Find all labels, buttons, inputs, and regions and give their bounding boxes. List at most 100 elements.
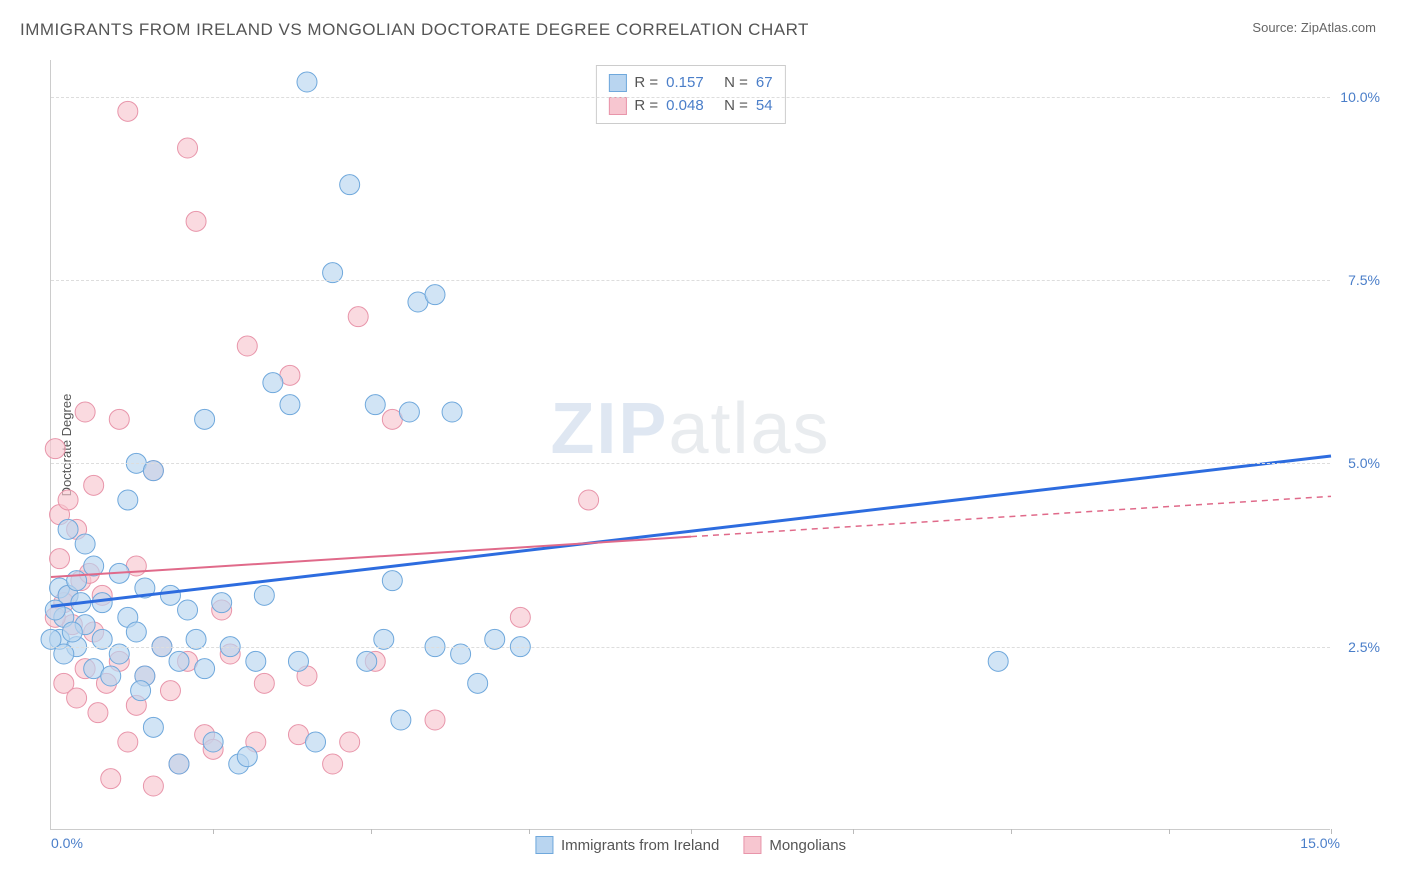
scatter-point — [280, 395, 300, 415]
grid-line — [51, 280, 1330, 281]
scatter-point — [382, 571, 402, 591]
scatter-point — [62, 622, 82, 642]
scatter-point — [178, 138, 198, 158]
r-label: R = — [634, 72, 658, 95]
scatter-point — [178, 600, 198, 620]
scatter-point — [143, 776, 163, 796]
legend-swatch — [535, 836, 553, 854]
scatter-point — [365, 395, 385, 415]
series-legend: Immigrants from Ireland Mongolians — [535, 836, 846, 854]
scatter-point — [579, 490, 599, 510]
scatter-point — [88, 703, 108, 723]
scatter-point — [399, 402, 419, 422]
scatter-point — [75, 402, 95, 422]
x-tick-mark — [1331, 829, 1332, 834]
scatter-point — [340, 175, 360, 195]
scatter-point — [75, 534, 95, 554]
scatter-point — [118, 490, 138, 510]
scatter-point — [101, 666, 121, 686]
y-tick-label: 5.0% — [1348, 455, 1380, 471]
series-label: Mongolians — [769, 837, 846, 854]
scatter-point — [84, 475, 104, 495]
scatter-point — [254, 585, 274, 605]
scatter-point — [58, 490, 78, 510]
source-attribution: Source: ZipAtlas.com — [1252, 20, 1376, 35]
grid-line — [51, 647, 1330, 648]
x-tick-mark — [1011, 829, 1012, 834]
scatter-plot-svg — [51, 60, 1330, 829]
scatter-point — [348, 307, 368, 327]
x-tick-label-min: 0.0% — [51, 835, 83, 851]
scatter-point — [131, 681, 151, 701]
scatter-point — [118, 101, 138, 121]
legend-swatch — [608, 74, 626, 92]
scatter-point — [186, 211, 206, 231]
scatter-point — [109, 409, 129, 429]
scatter-point — [425, 285, 445, 305]
stats-legend-row: R =0.157N =67 — [608, 72, 772, 95]
scatter-point — [468, 673, 488, 693]
n-value: 67 — [756, 72, 773, 95]
y-tick-label: 7.5% — [1348, 272, 1380, 288]
y-tick-label: 2.5% — [1348, 639, 1380, 655]
scatter-point — [288, 651, 308, 671]
trend-line — [51, 456, 1331, 606]
x-tick-mark — [529, 829, 530, 834]
grid-line — [51, 463, 1330, 464]
source-label: Source: — [1252, 20, 1297, 35]
scatter-point — [203, 732, 223, 752]
scatter-point — [45, 439, 65, 459]
scatter-point — [50, 549, 70, 569]
x-tick-mark — [371, 829, 372, 834]
stats-legend-box: R =0.157N =67R =0.048N =54 — [595, 65, 785, 124]
x-tick-mark — [853, 829, 854, 834]
scatter-point — [143, 717, 163, 737]
scatter-point — [101, 769, 121, 789]
scatter-point — [195, 659, 215, 679]
series-legend-item: Mongolians — [743, 836, 846, 854]
scatter-point — [58, 519, 78, 539]
x-tick-label-max: 15.0% — [1300, 835, 1340, 851]
scatter-point — [212, 593, 232, 613]
n-value: 54 — [756, 95, 773, 118]
scatter-point — [169, 754, 189, 774]
scatter-point — [425, 710, 445, 730]
scatter-point — [126, 622, 146, 642]
scatter-point — [67, 688, 87, 708]
x-tick-mark — [1169, 829, 1170, 834]
scatter-point — [160, 681, 180, 701]
scatter-point — [391, 710, 411, 730]
grid-line — [51, 97, 1330, 98]
n-label: N = — [724, 72, 748, 95]
plot-area: ZIPatlas R =0.157N =67R =0.048N =54 Immi… — [50, 60, 1330, 830]
stats-legend-row: R = 0.048 N = 54 — [608, 95, 772, 118]
y-tick-label: 10.0% — [1340, 89, 1380, 105]
scatter-point — [442, 402, 462, 422]
r-value: 0.048 — [666, 95, 716, 118]
scatter-point — [160, 585, 180, 605]
scatter-point — [92, 593, 112, 613]
scatter-point — [237, 747, 257, 767]
scatter-point — [510, 607, 530, 627]
scatter-point — [323, 754, 343, 774]
x-tick-mark — [691, 829, 692, 834]
scatter-point — [169, 651, 189, 671]
chart-area: Doctorate Degree ZIPatlas R =0.157N =67R… — [50, 60, 1380, 830]
scatter-point — [297, 72, 317, 92]
scatter-point — [340, 732, 360, 752]
scatter-point — [237, 336, 257, 356]
series-label: Immigrants from Ireland — [561, 837, 719, 854]
scatter-point — [263, 373, 283, 393]
scatter-point — [118, 732, 138, 752]
series-legend-item: Immigrants from Ireland — [535, 836, 719, 854]
r-label: R = — [634, 95, 658, 118]
source-name: ZipAtlas.com — [1301, 20, 1376, 35]
scatter-point — [306, 732, 326, 752]
scatter-point — [246, 651, 266, 671]
scatter-point — [254, 673, 274, 693]
n-label: N = — [724, 95, 748, 118]
scatter-point — [67, 571, 87, 591]
legend-swatch — [743, 836, 761, 854]
trend-line — [51, 537, 691, 577]
chart-title: IMMIGRANTS FROM IRELAND VS MONGOLIAN DOC… — [20, 20, 809, 40]
